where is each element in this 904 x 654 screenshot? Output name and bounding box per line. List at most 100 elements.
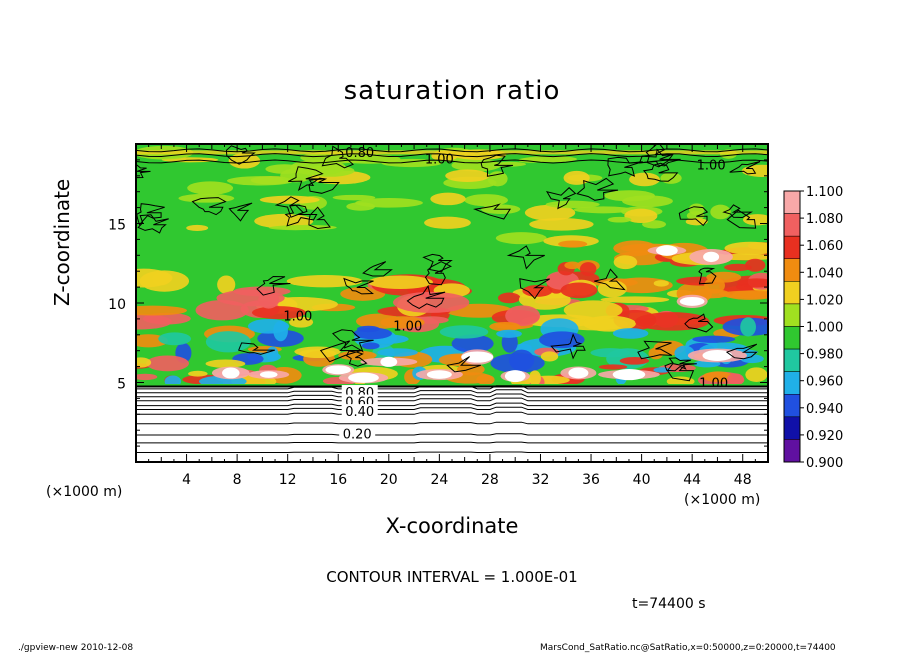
peak-core	[222, 367, 240, 379]
footer-program: ./gpview-new 2010-12-08	[18, 643, 134, 653]
colorbar-swatch	[783, 394, 801, 418]
lower-contour	[136, 411, 768, 415]
contour-loop	[642, 162, 679, 182]
warm-patch	[613, 240, 658, 256]
peak-core	[612, 368, 646, 381]
x-axis-label: X-coordinate	[385, 514, 519, 538]
base-patch	[745, 367, 768, 382]
contour-label-bg	[339, 426, 376, 439]
lower-contour	[136, 406, 768, 410]
contour-loop	[406, 284, 446, 309]
colorbar-label: 1.060	[806, 239, 843, 254]
colorbar-swatch	[783, 281, 801, 305]
base-patch	[136, 373, 158, 381]
contour-loop	[607, 156, 643, 177]
upper-patch	[278, 224, 337, 231]
contour-loop	[550, 333, 586, 360]
field-layer: 0.80 1.00 1.001.001.001.000.800.600.400.20	[136, 144, 768, 462]
peak-core	[504, 370, 526, 383]
lower-contour	[136, 389, 768, 394]
base-patch	[205, 359, 246, 368]
upper-patch	[660, 172, 682, 184]
warm-patch	[380, 316, 425, 329]
upper-patch	[451, 158, 501, 172]
base-patch	[528, 370, 541, 384]
warm-patch	[505, 305, 541, 327]
peak-core	[461, 351, 494, 363]
contour-label-bg	[341, 385, 378, 398]
footer-source: MarsCond_SatRatio.nc@SatRatio,x=0:50000,…	[540, 643, 836, 653]
contour-label: 0.80	[345, 146, 374, 161]
warm-patch	[393, 291, 470, 313]
contour-loop	[729, 161, 761, 175]
warm-patch	[563, 300, 623, 320]
base-patch	[298, 349, 337, 359]
top-band	[136, 150, 768, 155]
lower-contour	[136, 451, 768, 453]
x-tick-label: 12	[279, 472, 297, 488]
colorbar-label: 0.920	[806, 429, 843, 444]
warm-patch	[718, 290, 768, 298]
upper-patch	[563, 170, 590, 185]
upper-patch	[629, 172, 660, 187]
cool-patch	[490, 353, 545, 373]
contour-loop	[666, 363, 695, 382]
x-tick-label: 16	[329, 472, 347, 488]
contour-label-bg	[341, 394, 378, 407]
upper-patch	[741, 164, 768, 177]
lower-contour	[136, 402, 768, 407]
z-axis-unit: (×1000 m)	[46, 484, 123, 500]
colorbar-label: 1.080	[806, 212, 843, 227]
contour-loop	[343, 277, 374, 295]
contour-loop	[284, 204, 318, 227]
contour-label: 1.00	[393, 319, 422, 334]
contour-label-group: 0.80 1.00 1.001.001.001.000.800.600.400.20	[283, 146, 728, 442]
contour-loop	[678, 206, 709, 227]
base-patch	[727, 373, 744, 384]
x-tick-label: 36	[582, 472, 600, 488]
upper-patch	[710, 204, 731, 220]
saturation-field: 0.80 1.00 1.001.001.001.000.800.600.400.20	[136, 144, 768, 462]
warm-patch	[724, 263, 752, 271]
contour-label: 1.00	[699, 377, 728, 392]
base-patch	[377, 348, 418, 357]
upper-patch	[187, 181, 234, 195]
chart-title: saturation ratio	[343, 76, 561, 106]
colorbar-swatch	[783, 371, 801, 395]
x-tick-label: 40	[633, 472, 651, 488]
warm-patch	[736, 278, 768, 288]
warm-patch	[560, 282, 598, 299]
upper-patch	[686, 211, 705, 221]
warm-patch	[136, 305, 187, 316]
colorbar-swatch	[783, 303, 801, 327]
z-tick-label: 5	[117, 377, 126, 393]
contour-label-bg	[341, 404, 378, 417]
colorbar-swatch	[783, 326, 801, 350]
base-patch	[146, 355, 189, 372]
x-tick-label: 24	[430, 472, 448, 488]
cool-patch	[612, 328, 649, 339]
contour-loop	[274, 196, 305, 218]
upper-patch	[254, 213, 314, 229]
contour-label: 0.40	[345, 405, 374, 420]
contour-loop	[321, 145, 354, 169]
x-tick-label: 44	[683, 472, 701, 488]
upper-patch	[464, 194, 508, 207]
contour-loop	[545, 187, 577, 210]
colorbar-swatch	[783, 348, 801, 372]
contour-loop	[576, 177, 619, 201]
x-tick-label: 20	[380, 472, 398, 488]
contour-loop	[256, 275, 291, 296]
upper-patch	[186, 224, 209, 232]
warm-patch	[136, 268, 173, 288]
colorbar-swatch	[783, 416, 801, 440]
colorbar-label: 1.040	[806, 266, 843, 281]
contour-label: 1.00	[283, 310, 312, 325]
warm-patch	[497, 292, 521, 304]
warm-patch	[558, 240, 588, 248]
peak-core	[380, 356, 398, 367]
contour-loop	[506, 245, 545, 270]
cool-patch	[489, 321, 521, 332]
contour-loop	[191, 197, 227, 216]
